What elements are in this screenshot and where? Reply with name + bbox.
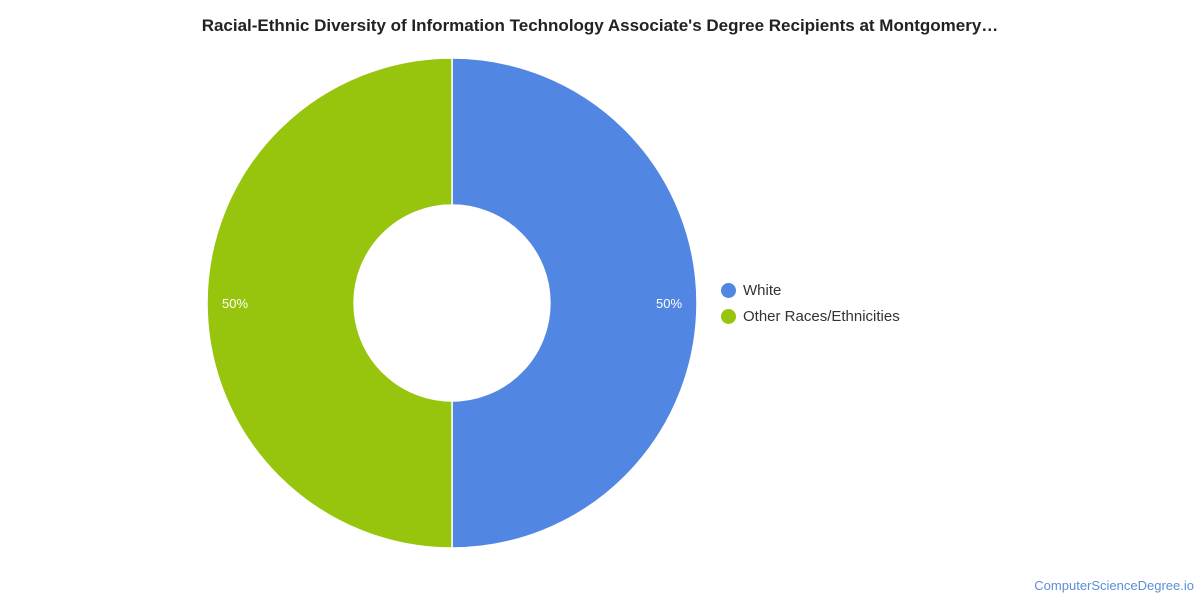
legend-swatch-white: [721, 282, 736, 298]
legend-item-white[interactable]: White: [721, 280, 781, 300]
slice-other[interactable]: [206, 57, 453, 549]
chart-title: Racial-Ethnic Diversity of Information T…: [201, 16, 999, 35]
slice-white[interactable]: [451, 57, 698, 549]
data-label-white: 50%: [656, 296, 682, 311]
source-watermark[interactable]: ComputerScienceDegree.io: [1034, 578, 1194, 593]
legend-swatch-other: [721, 308, 736, 324]
legend-label-other: Other Races/Ethnicities: [743, 307, 900, 325]
legend-item-other[interactable]: Other Races/Ethnicities: [721, 306, 900, 326]
legend-label-white: White: [743, 281, 782, 299]
data-label-other: 50%: [222, 296, 248, 311]
